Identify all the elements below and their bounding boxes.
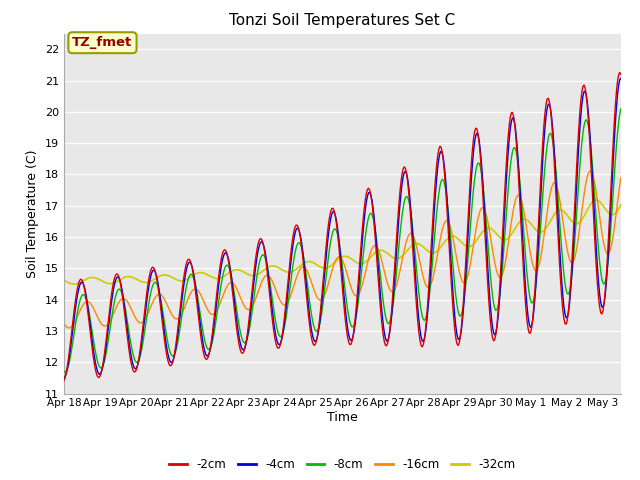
Legend: -2cm, -4cm, -8cm, -16cm, -32cm: -2cm, -4cm, -8cm, -16cm, -32cm [164, 454, 520, 476]
-32cm [329, 261, 337, 267]
-2cm [324, 222, 332, 228]
Line: -16cm: -16cm [64, 171, 621, 328]
-4cm [604, 265, 611, 271]
-8cm [393, 269, 401, 275]
-16cm [617, 175, 625, 181]
-16cm [326, 276, 333, 282]
-2cm [328, 206, 335, 212]
-2cm [516, 210, 524, 216]
-8cm [60, 368, 68, 374]
-16cm [587, 168, 595, 174]
-8cm [605, 254, 612, 260]
-32cm [60, 277, 68, 283]
Line: -2cm: -2cm [64, 72, 621, 380]
-4cm [617, 75, 625, 81]
-32cm [606, 211, 614, 216]
-2cm [617, 72, 625, 77]
-4cm [60, 375, 68, 381]
-8cm [617, 106, 625, 112]
Line: -4cm: -4cm [64, 78, 621, 378]
-2cm [362, 197, 369, 203]
-16cm [518, 197, 525, 203]
X-axis label: Time: Time [327, 411, 358, 424]
-32cm [362, 258, 370, 264]
-2cm [392, 252, 399, 258]
-4cm [324, 231, 332, 237]
-16cm [606, 249, 614, 254]
-8cm [329, 228, 337, 234]
-4cm [392, 265, 399, 271]
-4cm [362, 207, 369, 213]
-8cm [326, 246, 333, 252]
-8cm [362, 226, 370, 231]
-32cm [617, 202, 625, 208]
-32cm [70, 281, 78, 287]
-16cm [329, 264, 337, 270]
-32cm [518, 217, 525, 223]
-32cm [593, 197, 600, 203]
-32cm [393, 256, 401, 262]
-2cm [616, 70, 623, 75]
-2cm [60, 377, 68, 383]
-16cm [393, 282, 401, 288]
-32cm [326, 264, 333, 270]
Text: TZ_fmet: TZ_fmet [72, 36, 132, 49]
-8cm [518, 199, 525, 205]
-4cm [516, 194, 524, 200]
-16cm [66, 325, 74, 331]
-16cm [362, 265, 370, 271]
-16cm [60, 320, 68, 326]
Y-axis label: Soil Temperature (C): Soil Temperature (C) [26, 149, 39, 278]
Line: -32cm: -32cm [64, 200, 621, 284]
-4cm [328, 211, 335, 217]
-8cm [61, 369, 69, 375]
Line: -8cm: -8cm [64, 109, 621, 372]
Title: Tonzi Soil Temperatures Set C: Tonzi Soil Temperatures Set C [229, 13, 456, 28]
-2cm [604, 255, 611, 261]
